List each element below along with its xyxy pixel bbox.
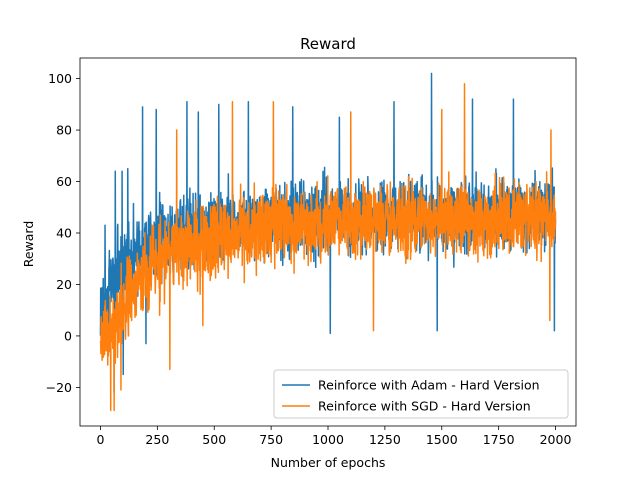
y-tick-label: 40 [56,225,72,240]
legend-label-1: Reinforce with Adam - Hard Version [318,378,540,393]
y-tick-label: 0 [64,328,72,343]
series-line-2 [99,82,557,412]
legend: Reinforce with Adam - Hard Version Reinfo… [273,369,569,419]
x-axis-label: Number of epochs [271,455,386,470]
x-tick-label: 500 [202,432,226,447]
y-axis-label: Reward [21,221,36,268]
y-tick-label: 20 [56,277,72,292]
x-tick-label: 1250 [369,432,401,447]
x-tick-label: 750 [259,432,283,447]
x-tick-label: 0 [97,432,105,447]
x-tick-label: 2000 [540,432,572,447]
x-tick-label: 250 [145,432,169,447]
chart-title: Reward [300,35,356,53]
x-tick-label: 1000 [312,432,344,447]
x-tick-label: 1750 [483,432,515,447]
x-tick-label: 1500 [426,432,458,447]
y-tick-label: 60 [56,174,72,189]
legend-box [273,369,569,419]
series-lines [99,72,557,412]
legend-label-2: Reinforce with SGD - Hard Version [318,399,531,414]
plot-area: 0 250 500 750 1000 1250 1500 1750 2000 −20 0 20 40 60… [46,57,577,447]
y-tick-label: 80 [56,123,72,138]
y-tick-label: 100 [48,71,72,86]
y-tick-label: −20 [46,380,72,395]
